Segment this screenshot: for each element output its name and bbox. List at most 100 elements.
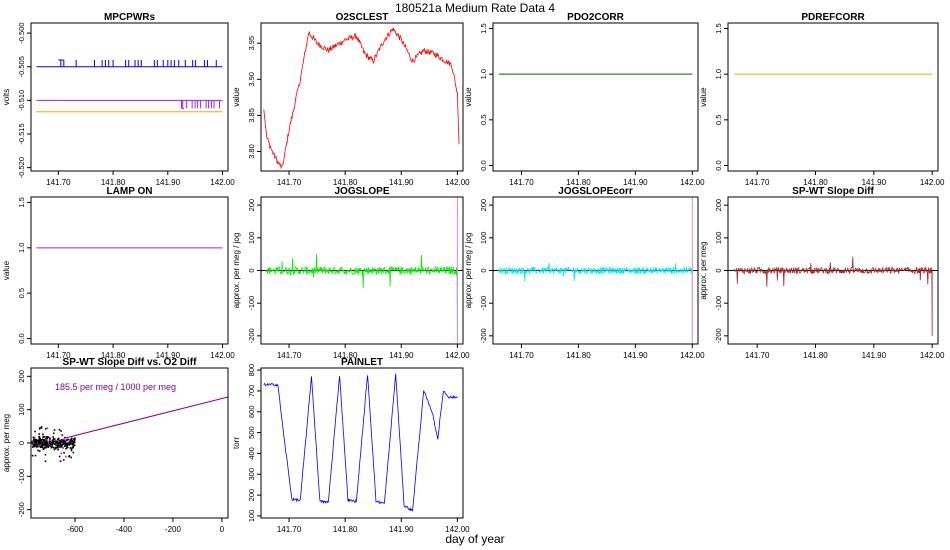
scatter-point <box>53 448 56 451</box>
scatter-point <box>60 440 62 442</box>
x-tick-label: 141.70 <box>277 525 302 534</box>
x-tick-label: 141.90 <box>156 178 181 187</box>
scatter-point <box>35 442 38 445</box>
scatter-point <box>35 445 38 448</box>
plot-area <box>261 197 463 344</box>
scatter-point <box>31 442 34 444</box>
scatter-point <box>44 441 46 444</box>
panel-title: PAINLET <box>341 357 383 368</box>
scatter-point <box>72 445 75 448</box>
scatter-point <box>68 443 70 446</box>
x-tick-label: 142.00 <box>680 351 705 360</box>
plot-frame <box>492 22 699 172</box>
scatter-point <box>33 445 36 448</box>
scatter-point <box>47 442 49 445</box>
x-tick-label: 141.70 <box>745 351 770 360</box>
scatter-point <box>42 436 45 438</box>
scatter-point <box>44 453 47 456</box>
y-tick-label: 700 <box>247 385 256 398</box>
y-axis-label: volts <box>2 89 11 105</box>
scatter-point <box>71 446 74 449</box>
scatter-point <box>56 445 59 447</box>
y-tick-label: 1.0 <box>479 69 488 79</box>
y-tick-label: 3.90 <box>247 72 256 87</box>
scatter-point <box>41 445 44 447</box>
scatter-point <box>40 426 43 428</box>
scatter-point <box>33 440 35 442</box>
plot-frame <box>260 196 464 345</box>
scatter-point <box>56 438 59 441</box>
scatter-point <box>57 437 60 440</box>
plot-area <box>36 59 223 113</box>
panel-title: JOGSLOPEcorr <box>558 186 633 197</box>
scatter-point <box>38 441 41 444</box>
scatter-point <box>38 435 40 438</box>
y-axis-label: value <box>232 87 241 107</box>
scatter-point <box>38 437 41 440</box>
scatter-point <box>69 441 71 444</box>
plot-area <box>263 27 460 170</box>
plot-frame <box>30 196 229 345</box>
scatter-point <box>68 455 71 457</box>
y-tick-label: 3.85 <box>247 108 256 123</box>
y-axis-label: torr <box>232 437 241 449</box>
panel-4: PDREFCORR value 141.70 141.80 141.90 142.00 0.… <box>699 12 945 187</box>
panel-3: PDO2CORR value 141.70 141.80 141.90 142.00 0.0… <box>464 12 705 187</box>
x-tick-label: 142.00 <box>920 178 945 187</box>
plot-frame <box>260 22 464 172</box>
scatter-point <box>52 442 55 444</box>
scatter-point <box>35 439 38 441</box>
scatter-point <box>60 430 62 432</box>
x-tick-label: -600 <box>67 525 84 534</box>
scatter-point <box>37 443 40 446</box>
scatter-point <box>54 440 56 442</box>
scatter-point <box>57 446 59 449</box>
x-tick-label: 141.70 <box>46 178 71 187</box>
y-axis-label: approx. per meg <box>2 414 11 472</box>
y-tick-label: -0.510 <box>17 90 26 111</box>
y-tick-label: 1.5 <box>714 23 723 33</box>
scatter-point <box>48 441 51 444</box>
series-line-1 <box>263 27 460 170</box>
y-tick-label: 0 <box>247 268 256 272</box>
scatter-point <box>67 438 69 441</box>
scatter-point <box>41 441 44 443</box>
panel-title: JOGSLOPE <box>334 186 389 197</box>
scatter-point <box>39 444 41 447</box>
scatter-point <box>38 428 41 431</box>
panel-title: SP-WT Slope Diff <box>792 186 874 197</box>
plot-frame <box>260 367 464 519</box>
scatter-point <box>72 440 75 443</box>
scatter-point <box>73 441 76 443</box>
y-axis-label: approx. per meg / jog <box>232 233 241 309</box>
y-tick-label: 1.0 <box>714 69 723 79</box>
scatter-point <box>38 450 41 452</box>
x-tick-label: 141.80 <box>333 178 358 187</box>
scatter-point <box>34 430 36 433</box>
y-tick-label: -200 <box>714 328 723 343</box>
scatter-point <box>45 446 48 448</box>
plot-area <box>493 197 698 344</box>
x-tick-label: 141.90 <box>389 525 414 534</box>
scatter-point <box>37 439 40 442</box>
y-tick-label: 1.5 <box>17 197 26 207</box>
scatter-point <box>46 437 49 440</box>
y-tick-label: 0.5 <box>17 288 26 298</box>
scatter-point <box>50 440 52 443</box>
y-axis-label: value <box>464 87 473 107</box>
scatter-point <box>33 438 35 441</box>
scatter-point <box>39 442 42 444</box>
series-line-1 <box>266 253 458 341</box>
scatter-point <box>35 441 38 444</box>
x-tick-label: 141.80 <box>101 178 126 187</box>
y-tick-label: -200 <box>247 328 256 343</box>
series-line-1 <box>733 256 933 336</box>
scatter-point <box>43 447 45 450</box>
y-tick-label: -200 <box>17 502 26 517</box>
scatter-point <box>39 427 41 429</box>
scatter-point <box>60 452 62 455</box>
scatter-point <box>70 443 72 445</box>
scatter-point <box>52 440 54 443</box>
scatter-point <box>57 442 59 445</box>
y-tick-label: 0.0 <box>714 160 723 170</box>
